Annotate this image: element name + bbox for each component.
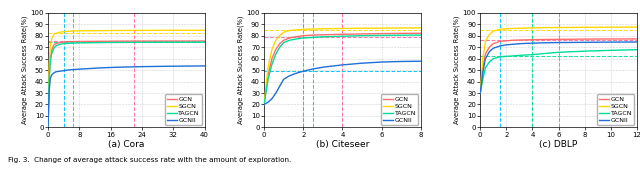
X-axis label: (c) DBLP: (c) DBLP xyxy=(540,140,578,149)
Y-axis label: Average Attack Success Rate(%): Average Attack Success Rate(%) xyxy=(238,16,244,124)
Text: Fig. 3.  Change of average attack success rate with the amount of exploration.: Fig. 3. Change of average attack success… xyxy=(8,157,291,163)
X-axis label: (a) Cora: (a) Cora xyxy=(108,140,145,149)
Legend: GCN, SGCN, TAGCN, GCNII: GCN, SGCN, TAGCN, GCNII xyxy=(381,94,418,125)
Y-axis label: Average Attack Success Rate(%): Average Attack Success Rate(%) xyxy=(22,16,28,124)
X-axis label: (b) Citeseer: (b) Citeseer xyxy=(316,140,369,149)
Y-axis label: Average Attack Success Rate(%): Average Attack Success Rate(%) xyxy=(454,16,460,124)
Legend: GCN, SGCN, TAGCN, GCNII: GCN, SGCN, TAGCN, GCNII xyxy=(597,94,634,125)
Legend: GCN, SGCN, TAGCN, GCNII: GCN, SGCN, TAGCN, GCNII xyxy=(165,94,202,125)
